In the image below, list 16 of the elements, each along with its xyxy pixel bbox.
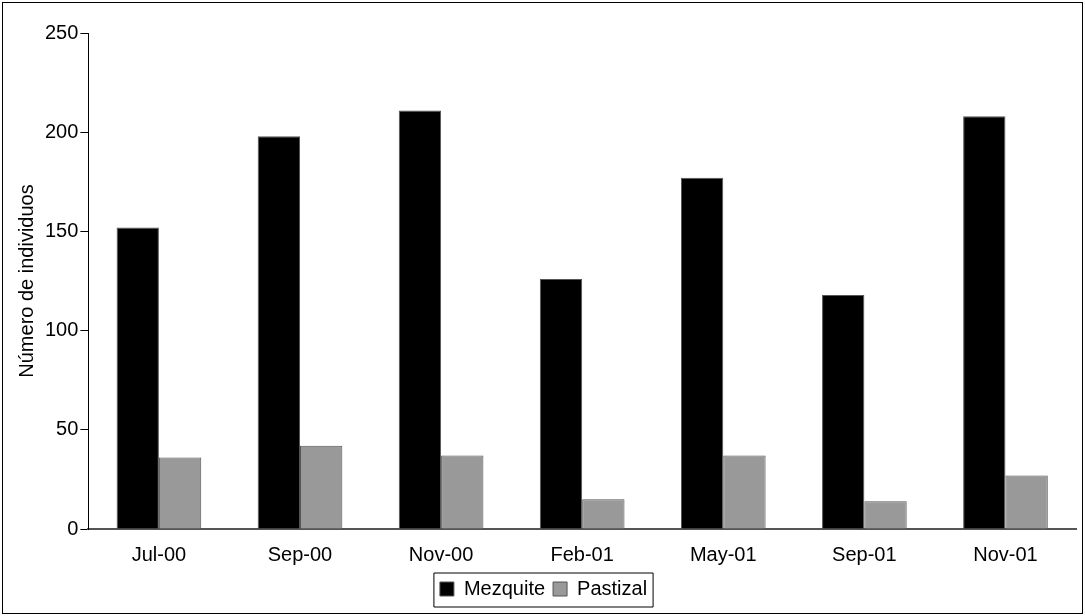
y-tick-label: 200 bbox=[44, 119, 79, 142]
x-tick-label: Feb-01 bbox=[550, 542, 614, 565]
y-tick-label: 50 bbox=[56, 417, 79, 440]
y-tick-label: 0 bbox=[67, 516, 79, 539]
y-tick-label: 150 bbox=[44, 218, 79, 241]
legend-label: Pastizal bbox=[577, 576, 648, 599]
y-axis-title: Número de individuos bbox=[14, 184, 37, 378]
y-tick-label: 100 bbox=[44, 318, 79, 341]
legend-label: Mezquite bbox=[463, 576, 546, 599]
x-tick-label: Sep-01 bbox=[832, 542, 897, 565]
x-tick-label: Sep-00 bbox=[267, 542, 333, 565]
x-tick-label: May-01 bbox=[689, 542, 757, 565]
x-tick-label: Nov-01 bbox=[973, 542, 1038, 565]
x-tick-label: Jul-00 bbox=[131, 542, 187, 565]
x-tick-label: Nov-00 bbox=[408, 542, 474, 565]
y-tick-label: 250 bbox=[44, 20, 79, 43]
